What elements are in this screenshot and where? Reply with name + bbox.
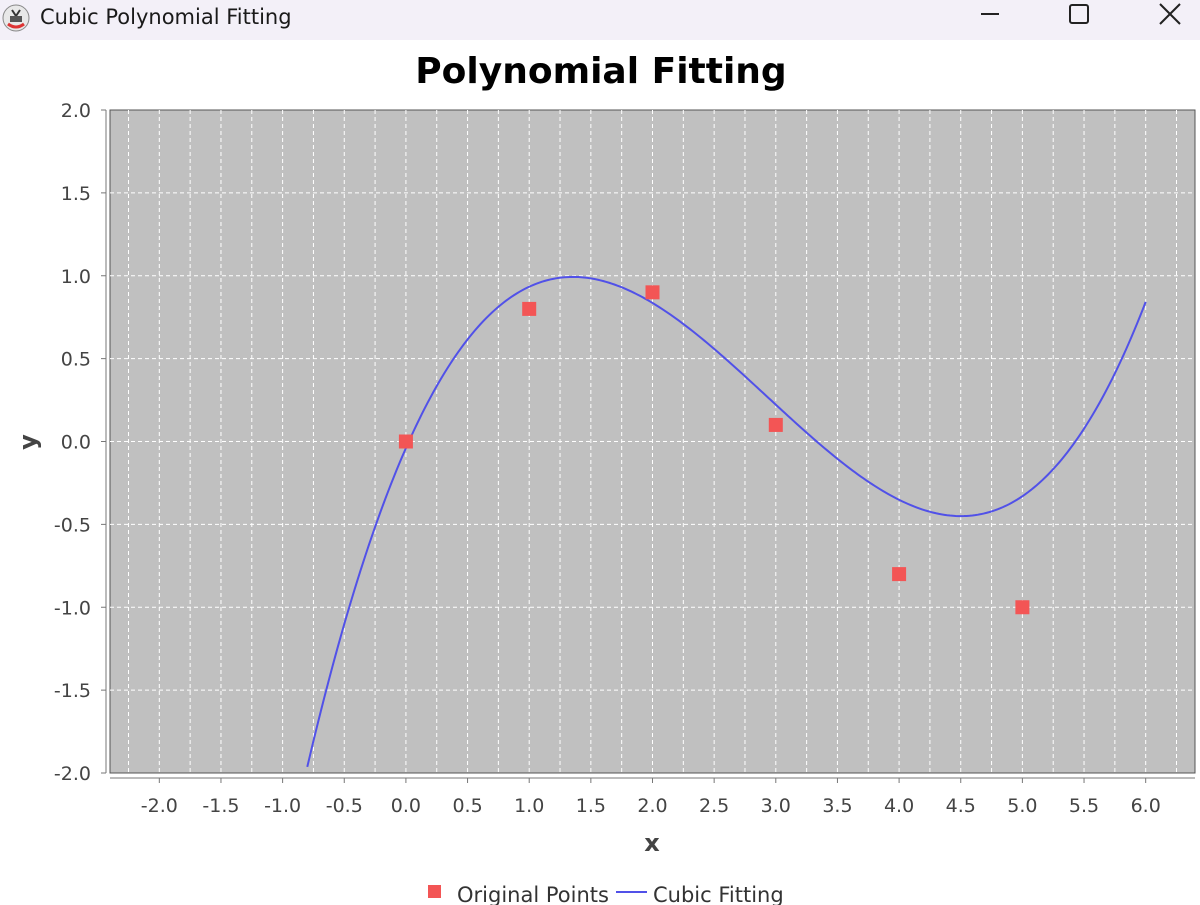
y-axis-label: y xyxy=(14,434,42,450)
original-point xyxy=(1015,600,1030,615)
window-title: Cubic Polynomial Fitting xyxy=(40,5,292,29)
y-tick-label: 2.0 xyxy=(61,100,91,122)
y-tick-label: -1.0 xyxy=(54,597,91,619)
window-titlebar: Cubic Polynomial Fitting xyxy=(0,0,1200,40)
original-point xyxy=(768,417,783,432)
x-axis-ticks: -2.0 -1.5 -1.0 -0.5 0.0 0.5 1.0 1.5 2.0 2.5 3.0 3.5… xyxy=(141,778,1161,817)
minimize-button[interactable] xyxy=(967,0,1013,32)
maximize-button[interactable] xyxy=(1056,0,1102,32)
original-point xyxy=(522,301,537,316)
java-app-icon xyxy=(2,4,30,32)
cubic-fitting-series xyxy=(306,275,1147,768)
original-point xyxy=(645,285,660,300)
y-tick-label: 0.0 xyxy=(61,432,91,454)
y-tick-label: 1.0 xyxy=(61,266,91,288)
x-tick-label: 0.5 xyxy=(452,795,482,817)
y-tick-label: 1.5 xyxy=(61,183,91,205)
original-point xyxy=(398,434,413,449)
chart-title: Polynomial Fitting xyxy=(415,51,786,92)
x-tick-label: 1.5 xyxy=(576,795,606,817)
legend: Original Points Cubic Fitting xyxy=(428,883,784,905)
cubic-fitting-line xyxy=(306,275,1147,768)
legend-label-original-points: Original Points xyxy=(457,883,609,905)
original-point xyxy=(892,567,907,582)
chart-panel: Polynomial Fitting -2.0 -1.5 -1.0 -0.5 0.0 0.… xyxy=(0,40,1200,905)
maximize-icon xyxy=(1069,4,1089,24)
legend-label-cubic-fitting: Cubic Fitting xyxy=(653,883,784,905)
x-tick-label: 1.0 xyxy=(514,795,544,817)
x-tick-label: -0.5 xyxy=(326,795,363,817)
x-tick-label: -1.0 xyxy=(264,795,301,817)
x-tick-label: 2.0 xyxy=(637,795,667,817)
close-icon xyxy=(1159,3,1181,25)
x-tick-label: -2.0 xyxy=(141,795,178,817)
y-tick-label: 0.5 xyxy=(61,349,91,371)
y-tick-label: -0.5 xyxy=(54,514,91,536)
x-tick-label: 4.5 xyxy=(946,795,976,817)
x-tick-label: 5.0 xyxy=(1007,795,1037,817)
original-points-series xyxy=(398,285,1030,615)
x-tick-label: 5.5 xyxy=(1069,795,1099,817)
x-tick-label: 4.0 xyxy=(884,795,914,817)
x-tick-label: 6.0 xyxy=(1131,795,1161,817)
x-tick-label: 3.0 xyxy=(761,795,791,817)
y-tick-label: -1.5 xyxy=(54,680,91,702)
x-tick-label: -1.5 xyxy=(202,795,239,817)
polynomial-chart: Polynomial Fitting -2.0 -1.5 -1.0 -0.5 0.0 0.… xyxy=(14,51,1196,905)
minimize-icon xyxy=(981,13,999,15)
x-tick-label: 0.0 xyxy=(391,795,421,817)
legend-marker-original-points xyxy=(428,885,441,898)
y-tick-label: -2.0 xyxy=(54,763,91,785)
x-tick-label: 3.5 xyxy=(822,795,852,817)
x-axis-label: x xyxy=(644,829,660,857)
x-tick-label: 2.5 xyxy=(699,795,729,817)
close-button[interactable] xyxy=(1147,0,1193,32)
y-axis-ticks: 2.0 1.5 1.0 0.5 0.0 -0.5 -1.0 -1.5 -2.0 xyxy=(54,100,106,785)
